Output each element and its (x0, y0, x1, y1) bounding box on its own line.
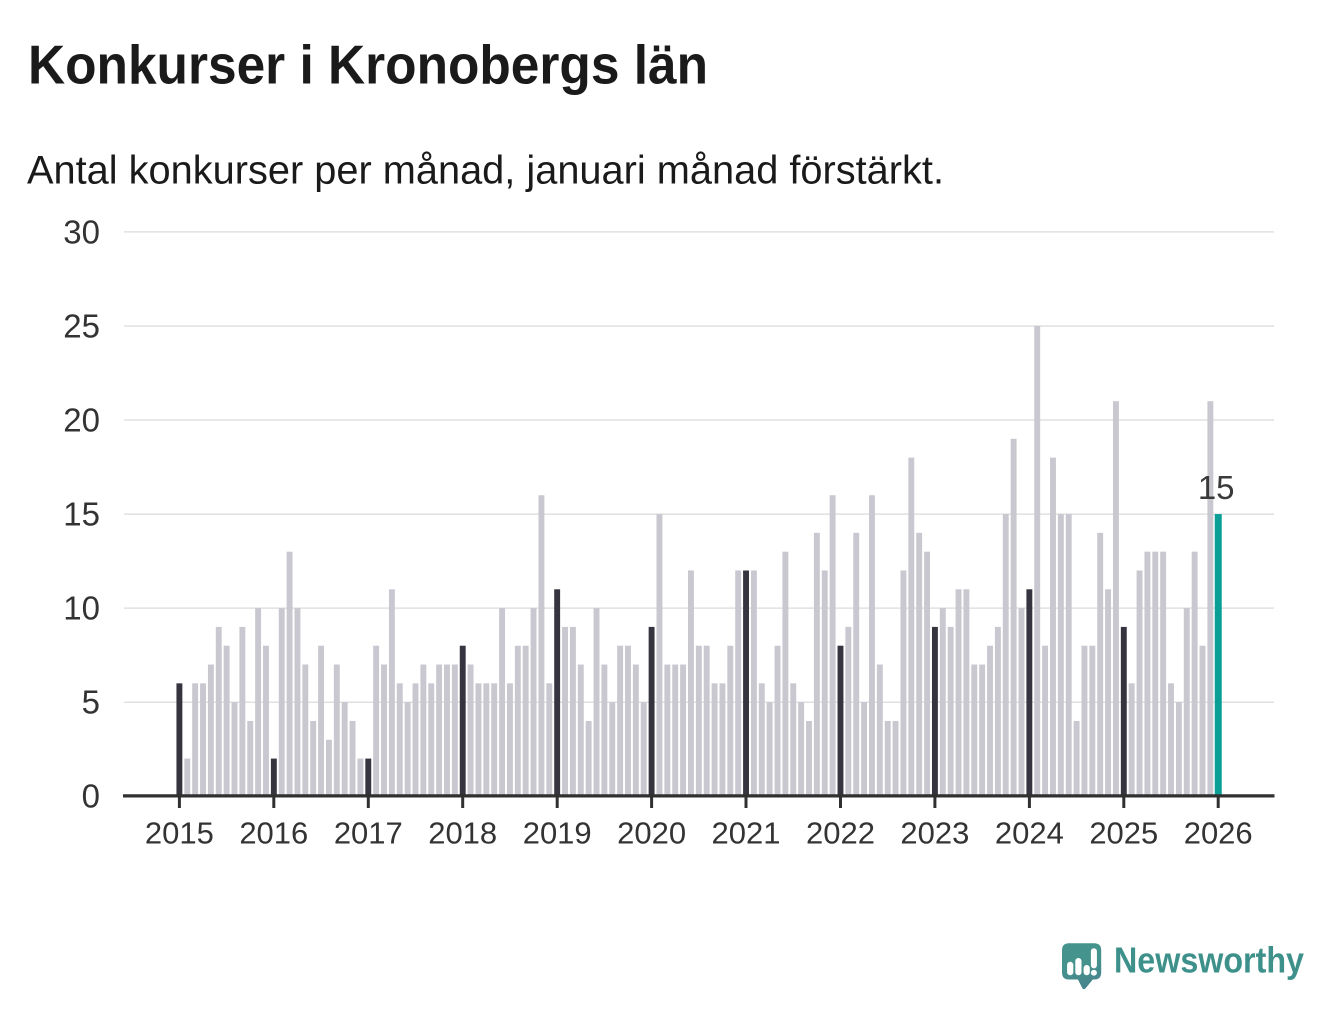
svg-text:25: 25 (63, 308, 100, 345)
svg-text:2016: 2016 (239, 816, 308, 851)
svg-text:2019: 2019 (523, 816, 592, 851)
svg-text:2026: 2026 (1184, 816, 1253, 851)
svg-text:2022: 2022 (806, 816, 875, 851)
svg-text:2025: 2025 (1089, 816, 1158, 851)
svg-text:2024: 2024 (995, 816, 1064, 851)
svg-text:2020: 2020 (617, 816, 686, 851)
svg-text:Newsworthy: Newsworthy (1114, 940, 1304, 981)
svg-text:2015: 2015 (145, 816, 214, 851)
svg-text:10: 10 (63, 590, 100, 627)
svg-text:2017: 2017 (334, 816, 403, 851)
svg-text:15: 15 (63, 496, 100, 533)
svg-text:0: 0 (82, 778, 100, 815)
svg-text:5: 5 (82, 684, 100, 721)
svg-text:2023: 2023 (900, 816, 969, 851)
svg-text:20: 20 (63, 402, 100, 439)
svg-text:2018: 2018 (428, 816, 497, 851)
svg-text:15: 15 (1198, 469, 1235, 506)
svg-text:2021: 2021 (712, 816, 781, 851)
svg-text:Antal konkurser per månad, jan: Antal konkurser per månad, januari månad… (27, 148, 944, 192)
svg-text:Konkurser i Kronobergs län: Konkurser i Kronobergs län (28, 33, 708, 95)
svg-text:30: 30 (63, 213, 100, 250)
